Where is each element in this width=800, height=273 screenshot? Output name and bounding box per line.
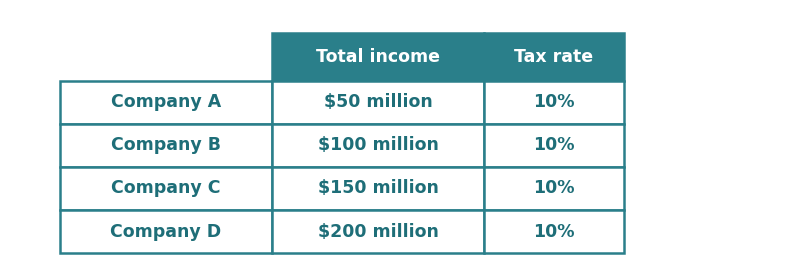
- Text: Company D: Company D: [110, 222, 222, 241]
- Text: Tax rate: Tax rate: [514, 48, 594, 66]
- Bar: [60, 124, 272, 167]
- Text: Company A: Company A: [111, 93, 221, 111]
- Bar: [484, 210, 624, 253]
- Bar: [272, 81, 484, 124]
- Text: $50 million: $50 million: [324, 93, 432, 111]
- Bar: [60, 210, 272, 253]
- Text: Company B: Company B: [111, 136, 221, 154]
- Text: 10%: 10%: [534, 136, 574, 154]
- Text: Total income: Total income: [316, 48, 440, 66]
- Bar: [272, 167, 484, 210]
- Bar: [484, 124, 624, 167]
- Bar: [484, 33, 624, 81]
- Text: $150 million: $150 million: [318, 179, 438, 197]
- Bar: [484, 81, 624, 124]
- Bar: [60, 81, 272, 124]
- Bar: [272, 33, 484, 81]
- Text: Company C: Company C: [111, 179, 221, 197]
- Text: $100 million: $100 million: [318, 136, 438, 154]
- Bar: [272, 210, 484, 253]
- Text: $200 million: $200 million: [318, 222, 438, 241]
- Bar: [60, 167, 272, 210]
- Bar: [484, 167, 624, 210]
- Bar: [60, 33, 272, 81]
- Text: 10%: 10%: [534, 222, 574, 241]
- Bar: [272, 124, 484, 167]
- Text: 10%: 10%: [534, 93, 574, 111]
- Text: 10%: 10%: [534, 179, 574, 197]
